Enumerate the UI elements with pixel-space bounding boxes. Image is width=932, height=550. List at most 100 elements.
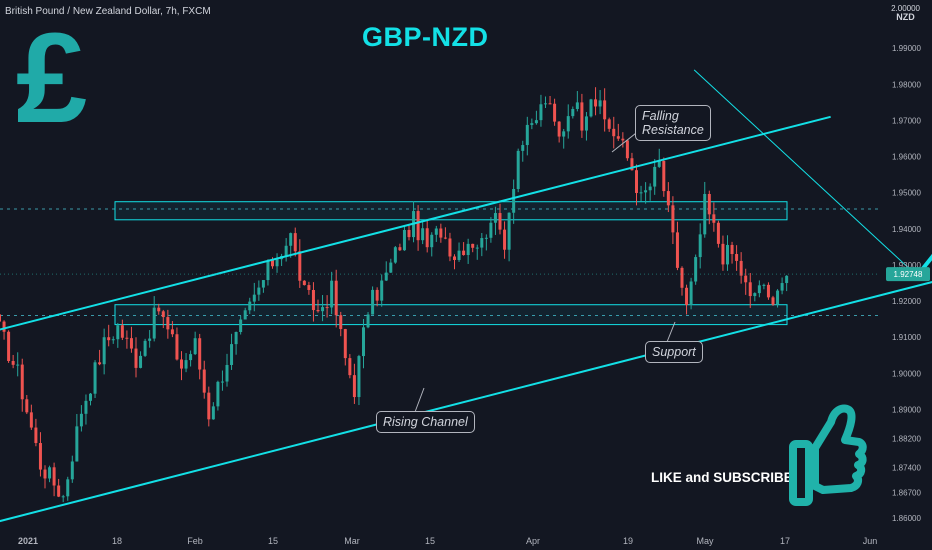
y-tick-label: 1.86000 bbox=[892, 514, 921, 523]
candle-body bbox=[257, 287, 261, 295]
candle-body bbox=[430, 234, 434, 248]
candle-body bbox=[407, 229, 411, 238]
candle-body bbox=[735, 254, 739, 261]
candle-body bbox=[648, 186, 652, 191]
candle-body bbox=[98, 362, 102, 365]
x-tick-label: Feb bbox=[187, 536, 203, 546]
candle-body bbox=[0, 314, 1, 322]
candle-body bbox=[25, 399, 29, 413]
candle-body bbox=[393, 247, 397, 263]
candle-body bbox=[70, 461, 74, 480]
candle-body bbox=[521, 145, 525, 151]
candle-body bbox=[589, 99, 593, 117]
candle-body bbox=[252, 294, 256, 302]
candle-body bbox=[57, 485, 61, 497]
candle-body bbox=[66, 479, 70, 497]
candle-body bbox=[166, 317, 170, 330]
candle-body bbox=[785, 275, 789, 284]
x-tick-label: Apr bbox=[526, 536, 540, 546]
candle-body bbox=[2, 321, 6, 332]
trendlines bbox=[0, 69, 932, 523]
candle-body bbox=[557, 121, 561, 137]
candle-body bbox=[125, 337, 129, 339]
candle-body bbox=[266, 260, 270, 281]
candle-body bbox=[211, 406, 215, 420]
candle-body bbox=[421, 228, 425, 241]
price-tag bbox=[886, 267, 930, 282]
candle-body bbox=[38, 443, 42, 470]
candle-body bbox=[157, 307, 161, 312]
candle-body bbox=[366, 314, 370, 328]
candle-body bbox=[534, 120, 538, 124]
candle-body bbox=[744, 275, 748, 283]
candle-body bbox=[448, 238, 452, 257]
candle-body bbox=[111, 339, 115, 341]
candle-body bbox=[616, 136, 620, 139]
support-callout: Support bbox=[645, 341, 703, 363]
candle-body bbox=[457, 250, 461, 260]
candle-body bbox=[284, 245, 288, 256]
candle-body bbox=[657, 161, 661, 167]
candle-body bbox=[116, 325, 120, 340]
candle-body bbox=[726, 244, 729, 265]
candle-body bbox=[603, 100, 607, 120]
candle-body bbox=[43, 469, 47, 479]
candle-body bbox=[766, 284, 770, 298]
candle-body bbox=[475, 247, 479, 249]
channel-lower-line bbox=[0, 281, 932, 523]
candle-body bbox=[271, 260, 274, 267]
candle-body bbox=[698, 234, 702, 258]
candle-body bbox=[398, 247, 402, 251]
candle-body bbox=[689, 281, 693, 306]
currency-badge: NZD bbox=[896, 12, 915, 22]
candle-body bbox=[239, 319, 243, 333]
candle-body bbox=[16, 364, 20, 366]
candle-body bbox=[298, 251, 302, 281]
candle-body bbox=[548, 103, 552, 105]
candle-body bbox=[330, 280, 334, 308]
candle-body bbox=[48, 467, 52, 479]
candle-body bbox=[489, 222, 493, 238]
candle-body bbox=[180, 359, 183, 369]
resistance-label-1: Falling bbox=[642, 109, 679, 123]
pound-sign-icon: £ bbox=[16, 7, 88, 150]
candle-body bbox=[730, 244, 734, 255]
candle-body bbox=[216, 381, 220, 407]
y-axis: 1.99000 1.98000 1.97000 1.96000 1.95000 1.940… bbox=[886, 44, 930, 523]
candle-body bbox=[434, 228, 438, 235]
candle-body bbox=[248, 301, 252, 311]
candle-body bbox=[462, 250, 466, 256]
candle-body bbox=[261, 280, 265, 288]
y-tick-label: 1.88200 bbox=[892, 434, 921, 443]
price-tag-value: 1.92748 bbox=[894, 270, 923, 279]
candle-body bbox=[580, 102, 584, 131]
candle-body bbox=[703, 193, 707, 235]
candle-body bbox=[120, 325, 124, 338]
falling-resistance-callout: Falling Resistance bbox=[635, 105, 711, 141]
candle-body bbox=[207, 392, 211, 420]
candle-body bbox=[189, 354, 193, 361]
candle-body bbox=[630, 158, 634, 171]
candle-body bbox=[29, 412, 33, 428]
candle-body bbox=[516, 150, 520, 190]
x-tick-label: 15 bbox=[268, 536, 278, 546]
y-tick-label: 1.90000 bbox=[892, 369, 921, 378]
candle-body bbox=[339, 315, 343, 330]
candle-body bbox=[443, 237, 447, 239]
candle-body bbox=[143, 340, 147, 356]
candle-body bbox=[302, 280, 306, 286]
candle-body bbox=[375, 289, 379, 301]
candle-body bbox=[357, 356, 361, 398]
candle-body bbox=[152, 307, 156, 339]
candle-body bbox=[416, 211, 420, 241]
candle-body bbox=[625, 140, 629, 159]
candle-body bbox=[721, 243, 725, 265]
y-tick-label: 1.87400 bbox=[892, 463, 921, 472]
thumbs-up-icon bbox=[789, 404, 867, 506]
candle-body bbox=[712, 214, 716, 223]
y-tick-label: 1.94000 bbox=[892, 225, 921, 234]
candle-body bbox=[148, 338, 152, 341]
candle-body bbox=[316, 310, 320, 312]
candle-body bbox=[134, 348, 138, 368]
